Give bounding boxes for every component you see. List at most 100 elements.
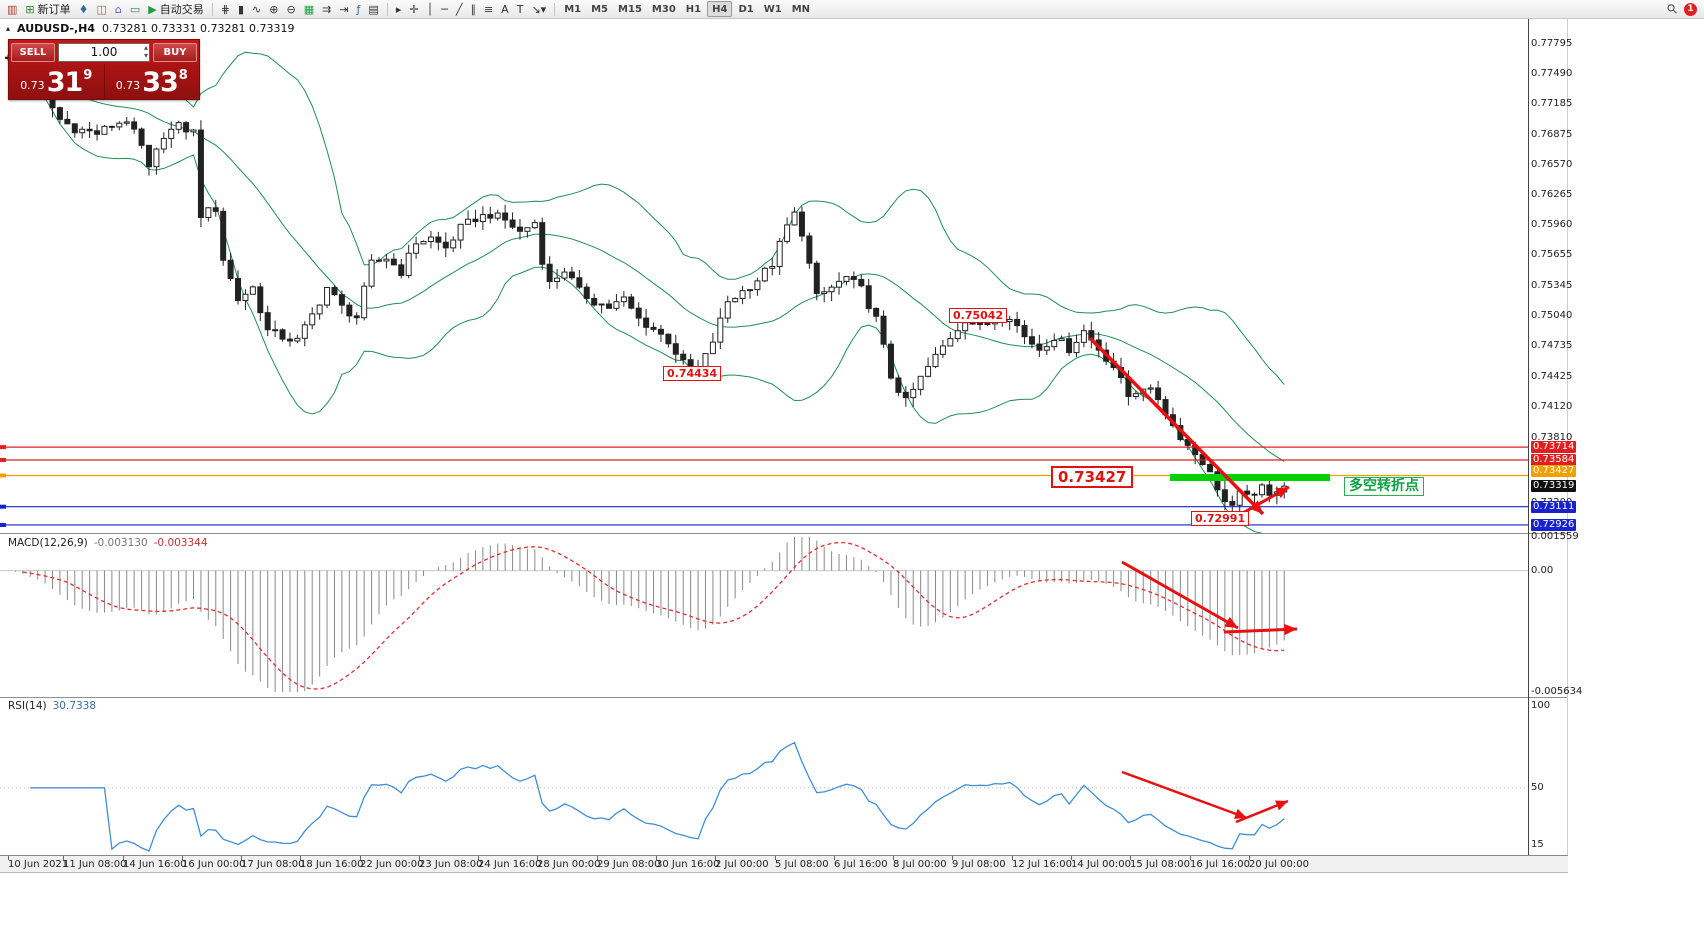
cursor-icon[interactable]: ▸ [393, 1, 405, 17]
buy-price[interactable]: 0.73 33 8 [105, 64, 200, 98]
time-axis-label: 15 Jul 08:00 [1130, 859, 1190, 870]
buy-price-sup: 8 [178, 68, 188, 83]
zoom-out-icon[interactable]: ⊖ [283, 1, 298, 17]
time-axis-label: 11 Jun 08:00 [63, 859, 127, 870]
navigator-icon-glyph: ⌂ [114, 2, 122, 16]
price-annotation-tag[interactable]: 0.72991 [1191, 511, 1250, 526]
chart-shift-icon-glyph: ⇥ [339, 2, 349, 16]
new-order-button[interactable]: ⊞ 新订单 [22, 1, 73, 17]
timeframe-h4[interactable]: H4 [707, 1, 733, 17]
chart-window-icon[interactable]: ▥ [4, 1, 20, 17]
channel-icon[interactable]: ∥ [467, 1, 479, 17]
macd-name: MACD(12,26,9) [8, 537, 88, 549]
price-axis-label: 0.73584 [1531, 453, 1577, 466]
chart-canvas[interactable] [0, 0, 1570, 875]
trendline-icon[interactable]: ╱ [453, 1, 466, 17]
timeframe-h1[interactable]: H1 [685, 3, 702, 15]
text-icon-glyph: A [501, 2, 509, 16]
rsi-axis-label: 15 [1531, 839, 1544, 850]
horizontal-line-icon[interactable]: ─ [438, 1, 451, 17]
price-axis-label: 0.75655 [1531, 249, 1573, 261]
time-axis-label: 23 Jun 08:00 [419, 859, 483, 870]
timeframe-m15[interactable]: M15 [618, 3, 642, 15]
price-axis-label: 0.75960 [1531, 219, 1573, 231]
auto-scroll-icon[interactable]: ⇉ [319, 1, 334, 17]
price-axis-label: 0.75345 [1531, 280, 1573, 291]
time-tick [775, 856, 776, 860]
buy-button[interactable]: BUY [153, 42, 197, 62]
time-tick [478, 856, 479, 860]
time-axis-label: 20 Jul 00:00 [1249, 859, 1309, 870]
notification-badge[interactable]: 1 [1684, 2, 1697, 16]
time-axis-label: 6 Jul 16:00 [834, 859, 888, 870]
timeframe-m1[interactable]: M1 [564, 3, 582, 15]
time-axis-label: 8 Jul 00:00 [893, 859, 947, 870]
volume-input[interactable]: 1.00 ▴ ▾ [58, 42, 150, 62]
toolbar-separator [211, 2, 213, 16]
macd-axis-label: 0.00 [1531, 564, 1554, 576]
price-annotation-tag[interactable]: 0.74434 [663, 366, 722, 381]
volume-up-icon[interactable]: ▴ [143, 42, 148, 52]
zoom-in-icon[interactable]: ⊕ [266, 1, 281, 17]
macd-layer [0, 537, 1528, 692]
vertical-line-icon[interactable]: │ [424, 1, 437, 17]
time-tick [1130, 856, 1131, 860]
candlestick-icon[interactable]: ▮ [235, 1, 247, 17]
bar-chart-icon-glyph: ⋕ [220, 2, 230, 16]
toolbar-groups: ▥ ⊞ 新订单 ♦ ◫ ⌂ ▭ ▶ 自动交易 ⋕ ▮ ∿ ⊕ ⊖ ▦ ⇉ ⇥ ƒ ▤ ▸ ✛ │ ─ ╱ ∥ ≡ A T ↘▾ M1 M5 M… [3, 1, 815, 17]
market-watch-icon[interactable]: ♦ [76, 1, 92, 17]
price-annotation-tag[interactable]: 0.73427 [1051, 466, 1134, 488]
time-tick [893, 856, 894, 860]
toolbar-right: ⚲ 1 [1664, 0, 1701, 18]
label-icon[interactable]: T [514, 1, 527, 17]
arrows-icon[interactable]: ↘▾ [528, 1, 549, 17]
price-axis-label: 0.72926 [1531, 518, 1577, 531]
data-window-icon[interactable]: ◫ [94, 1, 110, 17]
chart-title: ▴ AUDUSD-,H4 0.73281 0.73331 0.73281 0.7… [6, 22, 295, 35]
templates-icon[interactable]: ▤ [365, 1, 381, 17]
search-icon[interactable]: ⚲ [1664, 0, 1682, 18]
timeframe-mn[interactable]: MN [791, 3, 811, 15]
trade-panel-quotes: 0.73 31 9 0.73 33 8 [9, 64, 199, 98]
timeframe-d1[interactable]: D1 [738, 3, 754, 15]
turning-point-label[interactable]: 多空转折点 [1344, 477, 1424, 496]
vertical-line-icon-glyph: │ [426, 2, 434, 16]
ohlc-values: 0.73281 0.73331 0.73281 0.73319 [102, 22, 295, 35]
sell-button[interactable]: SELL [11, 42, 55, 62]
main-chart-layer [0, 43, 1528, 533]
price-axis-label: 0.75040 [1531, 310, 1573, 322]
time-axis[interactable]: 10 Jun 2021 11 Jun 08:00 14 Jun 16:00 16 Ju… [0, 855, 1568, 873]
trendline-icon-glyph: ╱ [455, 2, 463, 16]
line-chart-icon[interactable]: ∿ [249, 1, 264, 17]
bar-chart-icon[interactable]: ⋕ [218, 1, 233, 17]
timeframe-m5[interactable]: M5 [591, 3, 609, 15]
volume-down-icon[interactable]: ▾ [143, 50, 148, 60]
navigator-icon[interactable]: ⌂ [112, 1, 125, 17]
terminal-icon[interactable]: ▭ [127, 1, 143, 17]
timeframe-m30[interactable]: M30 [651, 3, 676, 15]
collapse-trade-panel-icon[interactable]: ▴ [6, 24, 11, 33]
market-watch-icon-glyph: ♦ [78, 2, 89, 16]
time-axis-label: 22 Jun 00:00 [360, 859, 424, 870]
chart-shift-icon[interactable]: ⇥ [336, 1, 351, 17]
time-axis-label: 12 Jul 16:00 [1012, 859, 1072, 870]
volume-value[interactable]: 1.00 [90, 45, 118, 59]
time-axis-label: 5 Jul 08:00 [775, 859, 829, 870]
candles-layer [5, 54, 1288, 519]
sell-price-sup: 9 [83, 68, 93, 83]
buy-price-prefix: 0.73 [115, 79, 141, 92]
autotrading-button[interactable]: ▶ 自动交易 [145, 1, 206, 17]
price-axis-label: 0.77185 [1531, 98, 1573, 110]
price-axis-label: 0.76265 [1531, 189, 1573, 201]
grid-icon[interactable]: ▦ [301, 1, 317, 17]
sell-price[interactable]: 0.73 31 9 [9, 64, 105, 98]
price-annotation-tag[interactable]: 0.75042 [949, 308, 1008, 323]
time-tick [182, 856, 183, 860]
fibonacci-icon[interactable]: ≡ [481, 1, 496, 17]
time-axis-label: 14 Jun 16:00 [123, 859, 187, 870]
timeframe-w1[interactable]: W1 [763, 3, 782, 15]
time-tick [63, 856, 64, 860]
crosshair-icon[interactable]: ✛ [406, 1, 421, 17]
indicators-icon[interactable]: ƒ [354, 1, 364, 17]
text-icon[interactable]: A [498, 1, 512, 17]
